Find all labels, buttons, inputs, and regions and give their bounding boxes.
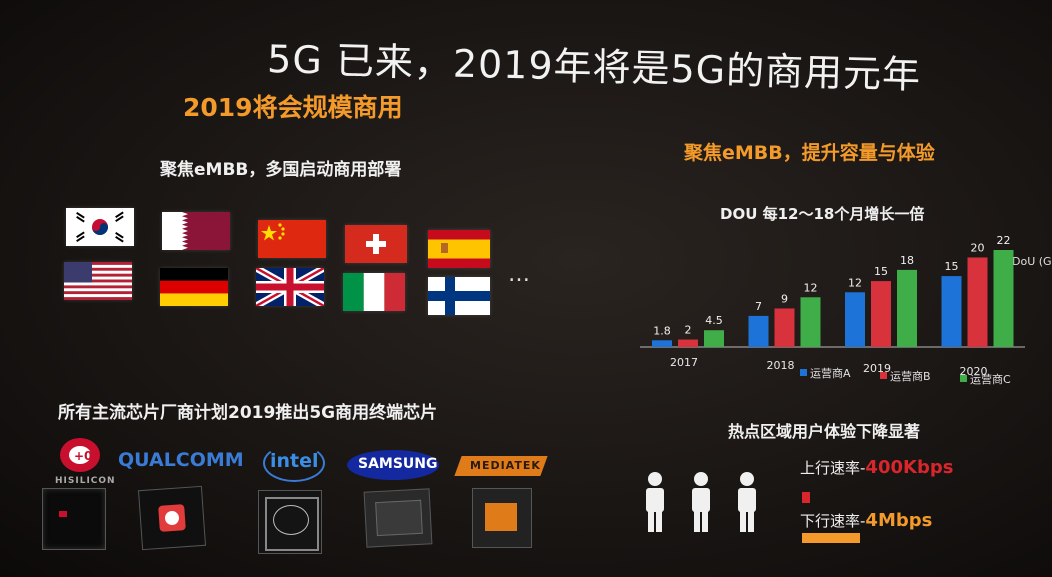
bar-2017-运营商C [704, 330, 724, 347]
chart-title: DOU 每12～18个月增长一倍 [720, 205, 924, 223]
y-axis-label: DoU (GB) [1012, 255, 1052, 268]
person-icon [646, 472, 664, 532]
kirin-chip-image [42, 488, 106, 550]
samsung-logo: SAMSUNG [358, 456, 438, 472]
legend-swatch [880, 372, 887, 379]
bar-2018-运营商A [748, 315, 769, 347]
korea-flag [66, 208, 134, 246]
snapdragon-chip-image [137, 485, 207, 551]
svg-text:+0: +0 [74, 449, 92, 463]
data-label: 18 [900, 254, 914, 267]
bar-2019-运营商A [845, 292, 865, 347]
category-label-2017: 2017 [670, 356, 698, 369]
italy-flag [343, 273, 405, 311]
uplink-speed-bar [802, 492, 810, 503]
dou-bar-chart: DOU 每12～18个月增长一倍 DoU (GB) 1.824.52017791… [640, 205, 1052, 386]
data-label: 12 [848, 276, 862, 289]
hisilicon-logo: +0 [50, 435, 112, 487]
right-heading: 聚焦eMBB，提升容量与体验 [684, 142, 935, 164]
bar-2017-运营商B [678, 339, 698, 347]
legend-swatch [960, 375, 967, 382]
left-subheading: 聚焦eMBB，多国启动商用部署 [160, 160, 402, 180]
data-label: 4.5 [705, 314, 723, 327]
switzerland-flag [345, 225, 407, 263]
data-label: 15 [874, 265, 888, 278]
person-icon [738, 472, 756, 532]
bars-layer: 1.8 2 4.5 2017 7 9 12 2018 12 15 18 2019 15 20 22 2020 [652, 234, 1014, 378]
uplink-label: 上行速率- [800, 459, 866, 477]
data-label: 22 [997, 234, 1011, 247]
downlink-speed: 下行速率-4Mbps [800, 510, 932, 531]
data-label: 2 [685, 324, 692, 337]
category-label-2020: 2020 [960, 365, 988, 378]
legend-label: 运营商B [890, 369, 931, 383]
legend: 运营商A 运营商B 运营商C [800, 366, 1011, 386]
hisilicon-wordmark: HISILICON [55, 476, 116, 486]
legend-label: 运营商A [810, 366, 851, 380]
intel-swirl-icon [263, 444, 325, 482]
uk-flag [256, 268, 324, 306]
helio-chip-image [472, 488, 532, 548]
bar-2020-运营商B [967, 257, 988, 347]
intel-logo: intel [270, 450, 319, 472]
uplink-value: 400Kbps [865, 457, 954, 478]
data-label: 20 [971, 241, 985, 254]
left-heading: 2019将会规模商用 [183, 93, 403, 122]
bar-2019-运营商B [871, 281, 891, 347]
downlink-speed-bar [802, 533, 860, 543]
bar-2019-运营商C [897, 269, 917, 347]
spain-flag [428, 230, 490, 268]
bar-2020-运营商C [993, 250, 1014, 347]
chips-heading: 所有主流芯片厂商计划2019推出5G商用终端芯片 [58, 403, 438, 423]
person-icon [692, 472, 710, 532]
china-flag [258, 220, 326, 258]
data-label: 9 [781, 292, 788, 305]
uplink-speed: 上行速率-400Kbps [800, 457, 953, 478]
legend-swatch [800, 369, 807, 376]
more-ellipsis: … [508, 262, 532, 287]
hotspot-heading: 热点区域用户体验下降显著 [728, 422, 921, 441]
finland-flag [428, 277, 490, 315]
downlink-value: 4Mbps [865, 510, 933, 531]
data-label: 15 [945, 260, 959, 273]
hisilicon-icon: +0 [60, 438, 100, 472]
exynos-chip-image [363, 488, 433, 548]
usa-flag [64, 262, 132, 300]
downlink-label: 下行速率- [800, 512, 866, 530]
bar-2018-运营商B [774, 308, 795, 347]
data-label: 12 [804, 281, 818, 294]
category-label-2018: 2018 [767, 359, 795, 372]
bar-2018-运营商C [800, 297, 821, 347]
germany-flag [160, 268, 228, 306]
intel-chip-image [258, 490, 322, 554]
users-icon-group [646, 472, 756, 532]
data-label: 1.8 [653, 324, 671, 337]
data-label: 7 [755, 300, 762, 313]
legend-label: 运营商C [970, 372, 1011, 386]
mediatek-logo: MEDIATEK [470, 459, 541, 472]
bar-2017-运营商A [652, 340, 672, 347]
qualcomm-logo: QUALCOMM [118, 449, 244, 471]
bar-2020-运营商A [941, 276, 962, 347]
category-label-2019: 2019 [863, 362, 891, 375]
samsung-oval [347, 450, 439, 480]
qatar-flag [162, 212, 230, 250]
